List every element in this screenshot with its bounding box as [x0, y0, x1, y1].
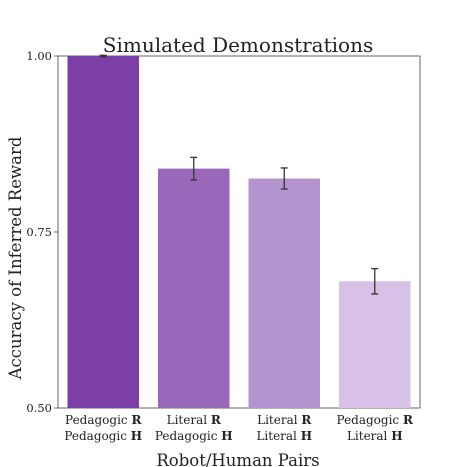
error-bar-3 [280, 167, 288, 190]
bars-group [67, 56, 411, 408]
x-tick-label-robot-2: Literal R [167, 413, 222, 427]
bar-1 [67, 56, 139, 408]
error-bar-4 [371, 267, 379, 295]
error-bar-1 [99, 54, 107, 58]
y-tick-label-2: 0.75 [26, 225, 52, 239]
bar-4 [339, 281, 411, 408]
error-bars-group [99, 54, 379, 295]
error-bar-2 [190, 156, 198, 181]
bar-2 [158, 168, 230, 408]
y-tick-label-1: 0.50 [26, 401, 52, 415]
x-tick-label-human-3: Literal H [256, 429, 312, 443]
x-tick-label-robot-3: Literal R [257, 413, 312, 427]
x-tick-label-robot-4: Pedagogic R [337, 413, 414, 427]
x-tick-label-human-4: Literal H [347, 429, 403, 443]
x-axis-label: Robot/Human Pairs [156, 451, 319, 467]
x-tick-label-robot-1: Pedagogic R [65, 413, 142, 427]
x-tick-label-human-2: Pedagogic H [155, 429, 233, 443]
bar-3 [248, 178, 320, 408]
y-axis-ticks: 0.50 0.75 1.00 [26, 49, 58, 415]
x-tick-label-human-1: Pedagogic H [64, 429, 142, 443]
y-tick-label-3: 1.00 [26, 49, 52, 63]
chart-title: Simulated Demonstrations [103, 33, 373, 57]
y-axis-label: Accuracy of Inferred Reward [6, 136, 25, 380]
x-axis-ticks: Pedagogic R Pedagogic H Literal R Pedagogic… [64, 413, 414, 443]
